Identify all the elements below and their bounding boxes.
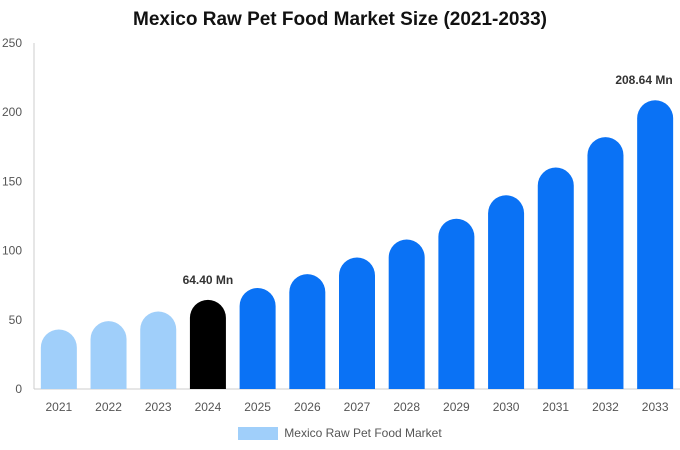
y-tick-label: 200 — [2, 105, 22, 119]
chart-title: Mexico Raw Pet Food Market Size (2021-20… — [133, 9, 547, 30]
x-tick-label: 2033 — [642, 400, 669, 414]
bar-2026 — [289, 274, 326, 389]
y-tick-label: 150 — [2, 174, 22, 188]
bar-2024 — [189, 299, 226, 389]
x-axis: 2021 2022 2023 2024 2025 2026 2027 2028 2029 2030… — [34, 388, 680, 414]
bar-2031 — [537, 167, 574, 389]
bar-2028 — [388, 239, 425, 389]
x-tick-label: 2027 — [344, 400, 371, 414]
bar-2025 — [239, 287, 276, 389]
x-tick-label: 2024 — [195, 400, 222, 414]
x-tick-label: 2028 — [393, 400, 420, 414]
x-tick-label: 2026 — [294, 400, 321, 414]
bar-2022 — [90, 321, 127, 389]
y-tick-label: 0 — [15, 382, 22, 396]
bar-2027 — [339, 257, 375, 389]
legend: Mexico Raw Pet Food Market — [0, 426, 680, 440]
y-tick-label: 250 — [2, 36, 22, 50]
x-tick-label: 2021 — [45, 400, 72, 414]
bars — [40, 100, 674, 389]
bar-2030 — [488, 195, 525, 389]
y-tick-label: 100 — [2, 244, 22, 258]
bar-2029 — [438, 218, 475, 389]
bar-2021 — [40, 329, 77, 389]
legend-swatch — [238, 426, 279, 440]
x-tick-label: 2029 — [443, 400, 470, 414]
bar-2033 — [637, 100, 674, 389]
bar-2032 — [587, 137, 624, 389]
x-tick-label: 2031 — [542, 400, 569, 414]
x-tick-label: 2025 — [244, 400, 271, 414]
y-tick-label: 50 — [9, 313, 23, 327]
x-tick-label: 2030 — [493, 400, 520, 414]
legend-label: Mexico Raw Pet Food Market — [284, 426, 442, 440]
x-tick-label: 2022 — [95, 400, 122, 414]
x-tick-label: 2023 — [145, 400, 172, 414]
y-axis: 0 50 100 150 200 250 — [2, 36, 35, 396]
data-label: 64.40 Mn — [183, 273, 234, 287]
x-tick-label: 2032 — [592, 400, 619, 414]
data-label: 208.64 Mn — [615, 73, 672, 87]
bar-2023 — [140, 311, 177, 389]
data-labels: 64.40 Mn 208.64 Mn — [183, 73, 673, 287]
